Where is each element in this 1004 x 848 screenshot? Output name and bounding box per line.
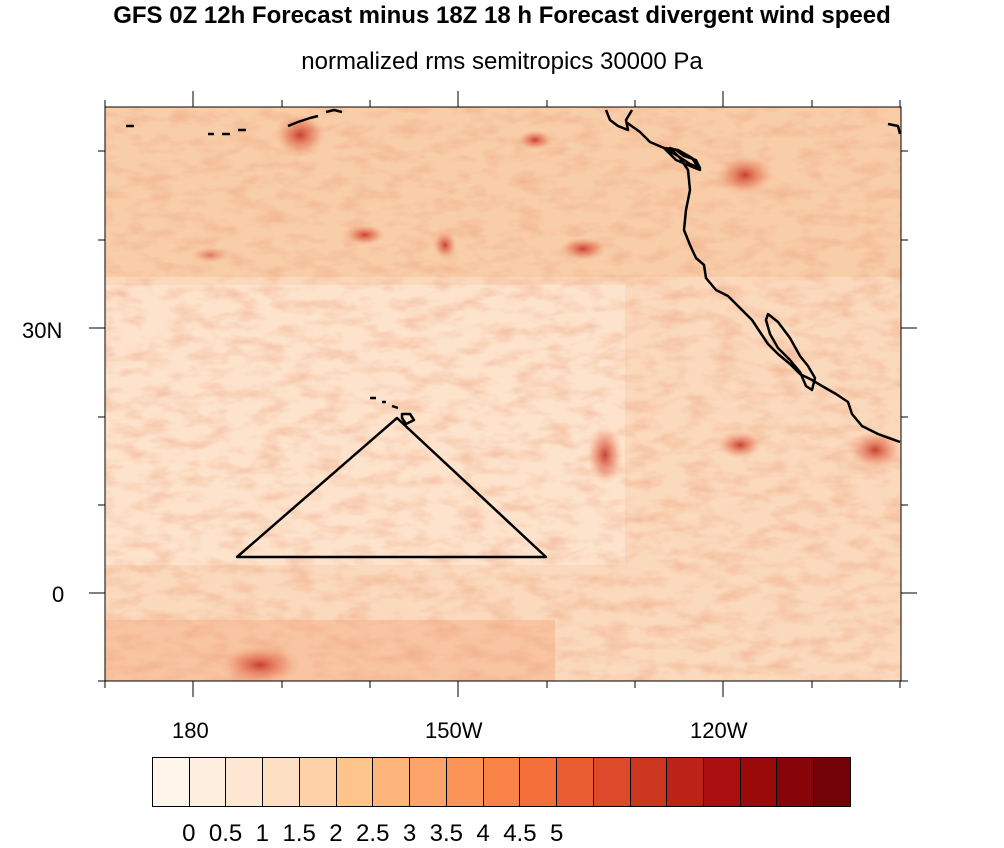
colorbar-label: 0.5 xyxy=(208,820,243,847)
colorbar-box xyxy=(704,758,741,806)
colorbar-box xyxy=(410,758,447,806)
colorbar-box xyxy=(740,758,778,806)
colorbar-box xyxy=(667,758,705,806)
triangle-outline xyxy=(235,416,548,559)
lon-label-150w: 150W xyxy=(425,718,483,743)
colorbar-label: 3 xyxy=(402,820,417,847)
colorbar-box xyxy=(336,758,374,806)
map-frame xyxy=(104,106,902,682)
colorbar-box xyxy=(373,758,411,806)
colorbar-label: 2 xyxy=(329,820,343,847)
colorbar-label: 4 xyxy=(476,820,490,847)
hawaii-islands xyxy=(370,396,416,426)
colorbar-label: 5 xyxy=(549,820,564,847)
colorbar-label: 1 xyxy=(255,820,270,847)
colorbar-box xyxy=(593,758,631,806)
coastline-alaska-fragment xyxy=(887,122,901,135)
coastline-baja xyxy=(764,312,817,392)
lon-label-120w: 120W xyxy=(690,718,748,743)
island-chain-aleutian xyxy=(126,108,343,136)
map-ticks xyxy=(89,91,917,697)
colorbar-label: 2.5 xyxy=(356,820,390,847)
colorbar-box xyxy=(630,758,668,806)
coastline-vancouver-island xyxy=(662,146,702,172)
colorbar-box xyxy=(777,758,815,806)
colorbar-box xyxy=(189,758,227,806)
colorbar-label: 3.5 xyxy=(429,820,463,847)
chart-subtitle: normalized rms semitropics 30000 Pa xyxy=(301,48,703,75)
chart-title: GFS 0Z 12h Forecast minus 18Z 18 h Forec… xyxy=(113,2,891,29)
colorbar-box xyxy=(520,758,558,806)
map-field xyxy=(105,107,901,681)
colorbar-box xyxy=(299,758,337,806)
colorbar-label: 1.5 xyxy=(282,820,316,847)
colorbar-box xyxy=(814,758,850,806)
colorbar xyxy=(152,757,851,807)
colorbar-box xyxy=(153,758,190,806)
lon-label-180: 180 xyxy=(172,718,209,743)
colorbar-box xyxy=(226,758,264,806)
colorbar-box xyxy=(483,758,521,806)
lat-label-0: 0 xyxy=(52,582,65,607)
colorbar-box xyxy=(557,758,594,806)
colorbar-label: 4.5 xyxy=(503,820,537,847)
colorbar-label: 0 xyxy=(182,820,196,847)
lat-label-30n: 30N xyxy=(22,318,63,343)
colorbar-box xyxy=(446,758,484,806)
colorbar-box xyxy=(263,758,300,806)
